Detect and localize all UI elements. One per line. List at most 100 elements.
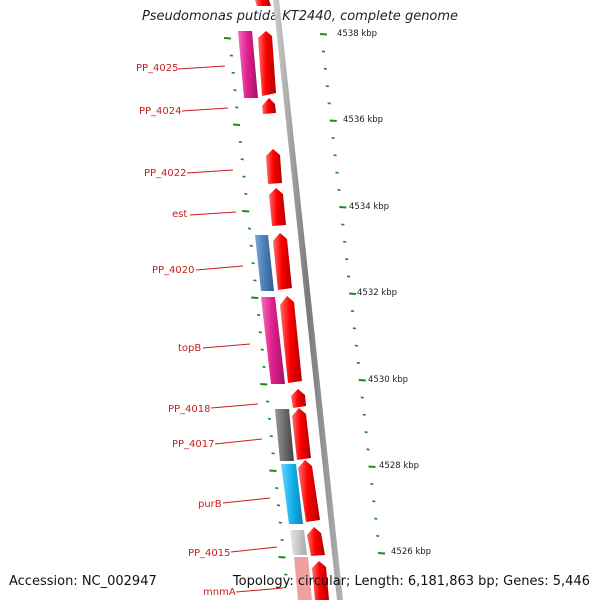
gene-arrow <box>292 408 311 460</box>
label-leader <box>181 107 229 112</box>
label-leader <box>214 438 263 445</box>
map-title: Pseudomonas putida KT2440, complete geno… <box>141 9 459 24</box>
gene-arrow <box>307 527 325 556</box>
inner-tick <box>266 400 270 403</box>
scale-tick <box>343 240 347 243</box>
gene-block <box>294 557 312 600</box>
inner-tick <box>280 538 284 541</box>
gene-arrow <box>312 561 329 600</box>
inner-tick <box>242 175 246 178</box>
gene-arrow <box>291 389 306 408</box>
inner-tick <box>229 54 233 57</box>
gene-label: PP_4018 <box>168 404 211 415</box>
scale-tick <box>329 119 337 122</box>
gene-label: est <box>172 209 187 220</box>
inner-tick <box>249 244 253 247</box>
scale-tick <box>354 344 359 347</box>
scale-tick <box>374 517 378 520</box>
inner-tick <box>240 158 244 161</box>
gene-block <box>281 464 303 524</box>
inner-tick <box>260 383 268 386</box>
scale-tick <box>321 50 326 53</box>
kbp-label: 4528 kbp <box>379 461 419 471</box>
gene-labels: PP_4025 PP_4024 PP_4022 est PP_4020 topB… <box>136 63 284 598</box>
scale-tick <box>327 102 331 105</box>
label-leader <box>210 403 259 409</box>
scale-tick <box>360 396 364 399</box>
scale-tick <box>333 154 337 157</box>
scale-tick <box>339 206 347 209</box>
inner-tick <box>260 348 264 351</box>
forward-strand-genes <box>255 0 329 600</box>
inner-tick <box>267 417 272 420</box>
label-leader <box>230 546 278 553</box>
scale-tick <box>370 483 374 486</box>
gene-arrow <box>266 149 282 184</box>
scale-tick <box>335 171 339 174</box>
gene-label: PP_4015 <box>188 548 231 559</box>
scale-tick <box>358 379 366 382</box>
scale-tick <box>362 413 366 416</box>
scale-tick <box>331 137 335 140</box>
kbp-label: 4534 kbp <box>349 202 389 212</box>
scale-tick <box>378 552 386 555</box>
inner-tick <box>256 314 261 317</box>
kbp-label: 4532 kbp <box>357 288 397 298</box>
gene-label: PP_4017 <box>172 439 215 450</box>
inner-tick <box>233 123 241 126</box>
kbp-label: 4526 kbp <box>391 547 431 557</box>
scale-tick <box>364 431 368 434</box>
gene-arrow <box>273 233 292 290</box>
inner-tick <box>244 192 248 195</box>
gene-label: PP_4022 <box>144 168 187 179</box>
scale-tick <box>376 534 380 537</box>
scale-tick <box>337 188 341 191</box>
gene-label: PP_4024 <box>139 106 182 117</box>
inner-ticks <box>223 37 288 576</box>
gene-arrow <box>258 31 276 96</box>
scale-tick <box>372 500 376 503</box>
gene-block <box>255 235 274 291</box>
gene-arrow <box>280 296 302 383</box>
inner-tick <box>276 504 281 507</box>
kbp-label: 4538 kbp <box>337 29 377 39</box>
scale-tick <box>352 327 357 330</box>
label-leader <box>222 497 271 504</box>
kbp-label: 4536 kbp <box>343 115 383 125</box>
gene-arrow <box>255 0 271 6</box>
inner-tick <box>284 573 288 576</box>
scale-ticks <box>319 33 386 555</box>
kbp-scale-labels: 4538 kbp 4536 kbp 4534 kbp 4532 kbp 4530… <box>337 29 431 557</box>
scale-tick <box>345 258 349 261</box>
scale-tick <box>341 223 345 226</box>
label-leader <box>177 65 226 70</box>
inner-tick <box>262 365 266 368</box>
label-leader <box>235 587 284 593</box>
gene-label: PP_4020 <box>152 265 195 276</box>
label-leader <box>186 169 234 174</box>
inner-tick <box>251 296 259 299</box>
inner-tick <box>275 487 279 490</box>
gene-arrow <box>269 188 286 226</box>
gene-label: mnmA <box>203 587 236 598</box>
scale-tick <box>366 448 370 451</box>
inner-tick <box>233 89 237 92</box>
inner-tick <box>258 331 263 334</box>
accession-text: Accession: NC_002947 <box>9 574 157 589</box>
inner-tick <box>242 210 250 213</box>
topology-text: Topology: circular; Length: 6,181,863 bp… <box>232 574 590 589</box>
inner-tick <box>271 452 275 455</box>
inner-tick <box>247 227 252 230</box>
inner-tick <box>231 71 235 74</box>
inner-tick <box>278 556 286 559</box>
inner-tick <box>235 106 239 109</box>
inner-tick <box>223 37 232 40</box>
inner-tick <box>278 521 282 524</box>
gene-block <box>275 409 294 461</box>
inner-tick <box>238 141 243 144</box>
scale-tick <box>368 465 376 468</box>
gene-block <box>238 31 258 98</box>
inner-tick <box>269 469 277 472</box>
reverse-strand-genes <box>238 31 312 600</box>
